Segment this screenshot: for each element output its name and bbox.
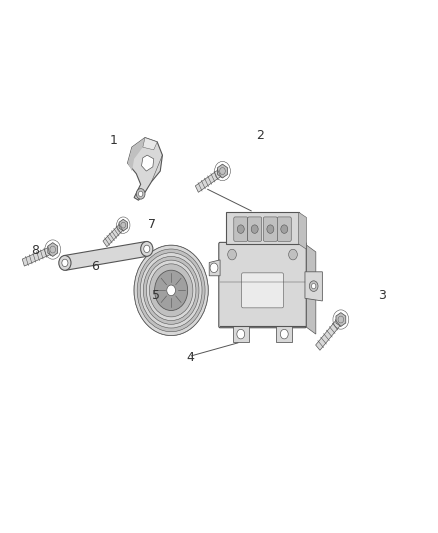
Polygon shape [48, 243, 58, 256]
Text: 1: 1 [110, 134, 118, 147]
Polygon shape [195, 168, 224, 192]
Polygon shape [305, 272, 322, 301]
FancyBboxPatch shape [263, 217, 277, 241]
Circle shape [289, 249, 297, 260]
Circle shape [143, 256, 199, 324]
Polygon shape [218, 164, 227, 178]
Text: 2: 2 [256, 128, 264, 141]
Text: 7: 7 [148, 217, 155, 231]
Polygon shape [336, 313, 346, 326]
Circle shape [134, 245, 208, 335]
Text: 6: 6 [91, 260, 99, 273]
Circle shape [136, 189, 145, 199]
Circle shape [280, 329, 288, 339]
Circle shape [141, 241, 153, 256]
Polygon shape [305, 244, 316, 334]
Circle shape [228, 249, 237, 260]
FancyBboxPatch shape [242, 273, 283, 308]
Circle shape [237, 225, 244, 233]
Text: 3: 3 [378, 289, 386, 302]
Circle shape [149, 264, 193, 317]
Circle shape [267, 225, 274, 233]
Circle shape [59, 255, 71, 270]
FancyBboxPatch shape [234, 217, 248, 241]
Circle shape [167, 285, 176, 296]
Polygon shape [141, 155, 154, 171]
Circle shape [251, 225, 258, 233]
Circle shape [210, 263, 218, 272]
Polygon shape [22, 246, 54, 266]
Polygon shape [209, 260, 220, 276]
Circle shape [137, 249, 205, 332]
Text: 5: 5 [152, 289, 160, 302]
Polygon shape [233, 326, 249, 342]
Polygon shape [127, 138, 145, 171]
FancyBboxPatch shape [248, 217, 261, 241]
Polygon shape [127, 138, 162, 200]
Polygon shape [316, 317, 343, 350]
Text: 4: 4 [187, 351, 194, 364]
Circle shape [155, 270, 187, 311]
Circle shape [281, 225, 288, 233]
Circle shape [144, 245, 150, 253]
Circle shape [146, 260, 196, 320]
Circle shape [134, 245, 208, 335]
Text: 8: 8 [32, 244, 39, 257]
FancyBboxPatch shape [277, 217, 291, 241]
Polygon shape [143, 138, 157, 150]
FancyBboxPatch shape [219, 243, 306, 328]
Circle shape [140, 253, 202, 328]
Polygon shape [276, 326, 292, 342]
FancyBboxPatch shape [226, 212, 299, 244]
Polygon shape [119, 219, 127, 231]
Circle shape [309, 281, 318, 292]
Circle shape [62, 259, 68, 266]
Circle shape [138, 191, 143, 197]
Circle shape [311, 284, 316, 289]
Polygon shape [103, 222, 125, 247]
Polygon shape [299, 212, 307, 249]
Circle shape [237, 329, 245, 339]
Polygon shape [64, 241, 148, 270]
